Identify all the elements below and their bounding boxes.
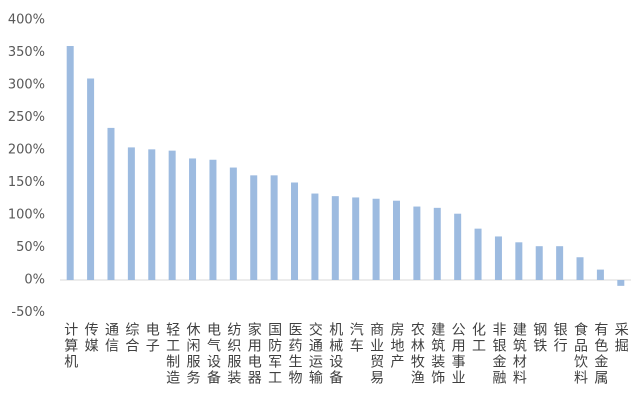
bar	[229, 167, 237, 280]
x-tick-label: 医药生物	[287, 322, 303, 386]
x-tick-label: 通信	[103, 322, 119, 354]
x-tick-label: 银行	[552, 322, 568, 354]
y-tick-label: 150%	[8, 175, 45, 190]
x-tick-label: 电气设备	[205, 322, 221, 386]
bar	[87, 78, 95, 280]
y-tick-label: 50%	[16, 240, 45, 255]
bar	[107, 127, 115, 281]
x-tick-label: 建筑装饰	[429, 322, 445, 386]
x-tick-label: 交通运输	[307, 321, 323, 386]
x-tick-label: 轻工制造	[164, 322, 180, 386]
y-tick-label: 0%	[24, 273, 45, 288]
bar	[189, 158, 197, 280]
bar	[331, 196, 339, 280]
bar	[515, 242, 523, 280]
x-tick-label: 计算机	[62, 322, 78, 370]
x-tick-label: 公用事业	[450, 322, 466, 386]
bar	[148, 149, 156, 280]
bar	[413, 206, 421, 280]
x-tick-label: 综合	[123, 322, 139, 354]
x-tick-label: 国防军工	[266, 322, 282, 386]
bar	[291, 182, 299, 280]
y-tick-label: -50%	[11, 305, 45, 320]
y-tick-label: 400%	[8, 13, 45, 28]
bar	[372, 198, 380, 280]
bar	[127, 147, 135, 280]
y-tick-label: 200%	[8, 143, 45, 158]
x-tick-label: 传媒	[83, 322, 99, 354]
y-tick-label: 100%	[8, 208, 45, 223]
bar	[617, 280, 625, 286]
bar	[535, 246, 543, 280]
bar	[596, 269, 604, 280]
x-tick-label: 纺织服装	[225, 322, 241, 386]
y-tick-label: 350%	[8, 45, 45, 60]
bar	[209, 159, 217, 280]
bar	[250, 175, 258, 280]
x-tick-label: 电子	[144, 322, 160, 354]
bar	[556, 246, 564, 280]
bar	[576, 257, 584, 280]
bar	[66, 46, 74, 280]
bar	[433, 207, 441, 280]
x-tick-label: 化工	[470, 322, 486, 354]
x-tick-label: 建筑材料	[511, 322, 527, 386]
bar	[168, 150, 176, 280]
x-tick-label: 商业贸易	[368, 322, 384, 386]
bar	[494, 236, 502, 280]
bar	[270, 175, 278, 280]
x-tick-label: 非银金融	[490, 322, 506, 386]
x-tick-label: 家用电器	[246, 321, 262, 386]
y-tick-label: 300%	[8, 78, 45, 93]
y-tick-label: 250%	[8, 110, 45, 125]
bar	[311, 193, 319, 280]
x-tick-label: 采掘	[613, 322, 629, 354]
bar	[454, 213, 462, 280]
bar	[392, 200, 400, 280]
x-tick-label: 食品饮料	[572, 321, 588, 386]
x-tick-label: 休闲服务	[185, 322, 201, 386]
x-tick-label: 汽车	[348, 322, 364, 354]
x-tick-label: 农林牧渔	[409, 322, 425, 386]
x-tick-label: 有色金属	[592, 322, 608, 386]
x-tick-label: 机械设备	[327, 322, 343, 386]
x-tick-label: 钢铁	[531, 322, 547, 354]
x-tick-label: 房地产	[388, 322, 404, 370]
bar	[352, 197, 360, 280]
bar	[474, 228, 482, 280]
